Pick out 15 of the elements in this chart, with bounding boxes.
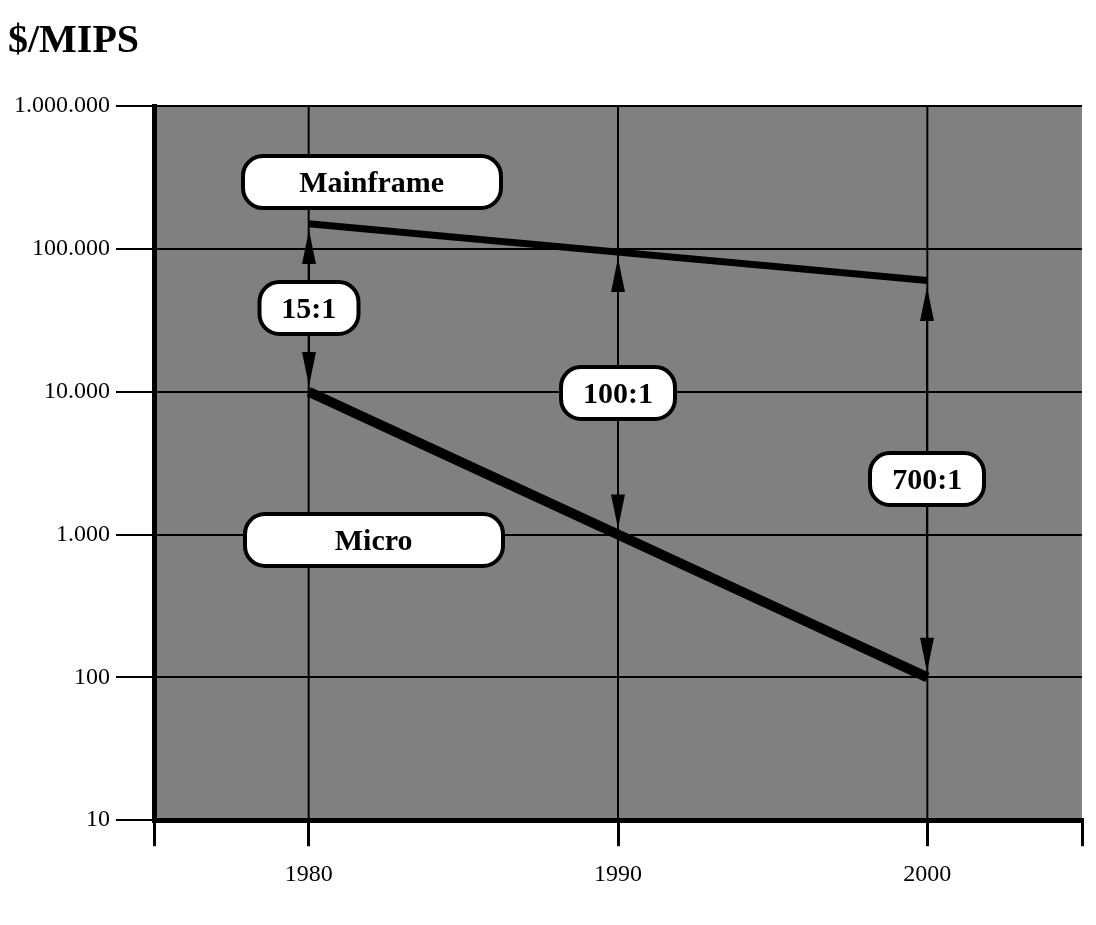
x-tick-label: 1980 <box>284 859 333 886</box>
x-tick-label: 1990 <box>594 859 642 886</box>
rounded-label-box: Micro <box>242 511 505 568</box>
y-tick-label: 100 <box>74 662 110 689</box>
y-tick-label: 1.000 <box>56 519 110 546</box>
rounded-label-box: Mainframe <box>240 153 503 210</box>
chart-title: $/MIPS <box>8 16 140 62</box>
y-tick-label: 1.000.000 <box>14 91 110 118</box>
rounded-label-box: 15:1 <box>257 279 361 336</box>
y-tick-label: 100.000 <box>32 234 110 261</box>
x-tick-label: 2000 <box>903 859 952 886</box>
y-tick-label: 10.000 <box>44 376 110 403</box>
rounded-label-box: 100:1 <box>559 365 677 422</box>
rounded-label-box: 700:1 <box>868 450 987 507</box>
y-tick-label: 10 <box>86 805 110 832</box>
